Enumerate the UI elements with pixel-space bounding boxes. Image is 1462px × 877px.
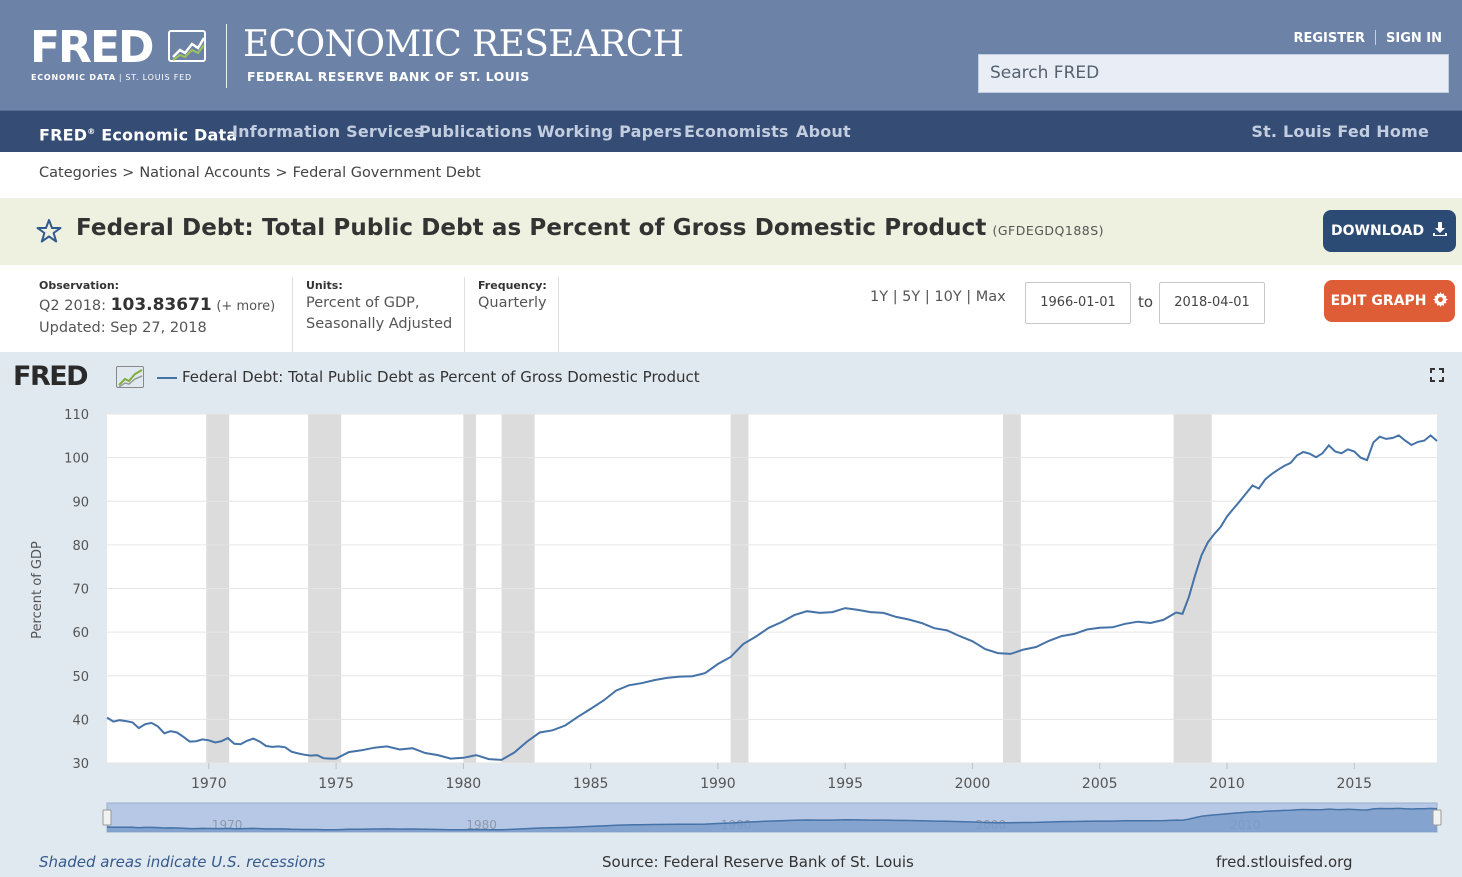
fred-logo-subtext: ECONOMIC DATA | ST. LOUIS FED — [31, 73, 192, 82]
observation-label: Observation: — [39, 279, 120, 292]
graph-panel — [0, 352, 1462, 877]
site-subtitle: FEDERAL RESERVE BANK OF ST. LOUIS — [247, 69, 530, 84]
meta-divider — [464, 277, 465, 352]
nav-working-papers[interactable]: Working Papers — [537, 122, 683, 141]
site-title[interactable]: ECONOMIC RESEARCH — [243, 24, 684, 65]
nav-about[interactable]: About — [796, 122, 851, 141]
sign-in-link[interactable]: SIGN IN — [1386, 31, 1442, 46]
series-title-band — [0, 198, 1462, 265]
fred-logo[interactable]: FRED — [30, 22, 155, 73]
main-nav: FRED® Economic Data Information Services… — [0, 111, 1462, 152]
graph-source: Source: Federal Reserve Bank of St. Loui… — [602, 853, 914, 871]
date-start-input[interactable]: 1966-01-01 — [1025, 282, 1131, 324]
graph-url[interactable]: fred.stlouisfed.org — [1216, 853, 1353, 871]
star-icon[interactable] — [36, 218, 62, 244]
frequency-value: Quarterly — [478, 295, 547, 311]
meta-divider — [292, 277, 293, 352]
logo-divider — [226, 24, 227, 88]
nav-fred-economic-data[interactable]: FRED® Economic Data — [39, 125, 238, 145]
date-end-input[interactable]: 2018-04-01 — [1159, 282, 1265, 324]
auth-links: REGISTER SIGN IN — [1293, 30, 1442, 46]
series-id: (GFDEGDQ188S) — [992, 223, 1105, 238]
download-button[interactable]: DOWNLOAD — [1323, 210, 1456, 252]
download-icon — [1432, 222, 1447, 236]
series-title: Federal Debt: Total Public Debt as Perce… — [76, 215, 1105, 241]
breadcrumb-national-accounts[interactable]: National Accounts — [139, 165, 271, 181]
observation-value: Q2 2018: 103.83671 (+ more) — [39, 295, 276, 315]
date-to-label: to — [1138, 293, 1154, 311]
nav-economists[interactable]: Economists — [684, 122, 789, 141]
frequency-label: Frequency: — [478, 279, 547, 292]
search-input[interactable]: Search FRED — [978, 54, 1449, 93]
meta-divider — [558, 277, 559, 352]
nav-st-louis-fed-home[interactable]: St. Louis Fed Home — [1251, 122, 1429, 141]
graph-fred-logo-icon — [116, 366, 144, 388]
units-value: Percent of GDP, Seasonally Adjusted — [306, 295, 453, 332]
breadcrumb-federal-government-debt[interactable]: Federal Government Debt — [292, 165, 481, 181]
fullscreen-icon[interactable] — [1430, 367, 1444, 382]
legend-swatch — [157, 377, 177, 379]
site-header: FRED ECONOMIC DATA | ST. LOUIS FED ECONOMI… — [0, 0, 1462, 111]
range-selector[interactable]: 1Y | 5Y | 10Y | Max — [870, 289, 1006, 305]
edit-graph-button[interactable]: EDIT GRAPH — [1324, 280, 1455, 322]
graph-legend: Federal Debt: Total Public Debt as Perce… — [182, 368, 700, 386]
gear-icon — [1433, 292, 1449, 307]
register-link[interactable]: REGISTER — [1293, 31, 1365, 46]
more-observations-link[interactable]: (+ more) — [216, 299, 276, 314]
updated-date: Updated: Sep 27, 2018 — [39, 320, 207, 336]
nav-information-services[interactable]: Information Services — [232, 122, 424, 141]
breadcrumb-categories[interactable]: Categories — [39, 165, 118, 181]
fred-logo-graph-icon — [168, 30, 206, 62]
recession-note: Shaded areas indicate U.S. recessions — [39, 853, 326, 871]
nav-publications[interactable]: Publications — [419, 122, 533, 141]
units-label: Units: — [306, 279, 343, 292]
graph-fred-logo: FRED — [13, 361, 89, 392]
breadcrumb: Categories > National Accounts > Federal Gov… — [39, 165, 481, 181]
